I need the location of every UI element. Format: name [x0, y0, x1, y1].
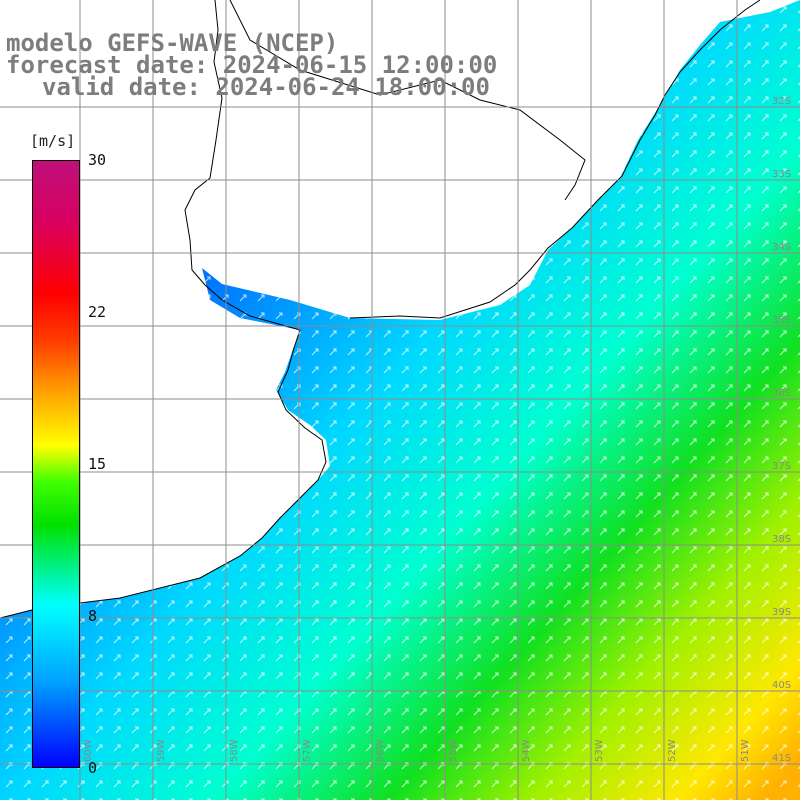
uruguay-coast: [349, 0, 761, 319]
border-line: [229, 0, 586, 201]
lat-label: 34S: [772, 242, 791, 253]
lat-label: 33S: [772, 169, 791, 180]
lon-label: 51W: [740, 739, 751, 762]
colorbar: [32, 160, 80, 768]
lat-label: 32S: [772, 96, 791, 107]
lon-label: 59W: [156, 739, 167, 762]
lon-labels: 60W 59W 58W 57W 56W 55W 54W 53W 52W 51W: [83, 739, 751, 762]
colorbar-tick: 8: [88, 607, 98, 625]
lon-label: 60W: [83, 739, 94, 762]
lat-labels: 32S 33S 34S 35S 36S 37S 38S 39S 40S 41S: [772, 96, 791, 764]
lon-label: 56W: [375, 739, 386, 762]
lon-label: 53W: [594, 739, 605, 762]
colorbar-tick: 30: [88, 151, 107, 169]
colorbar-tick: 22: [88, 303, 107, 321]
lat-label: 37S: [772, 461, 791, 472]
colorbar-tick: 15: [88, 455, 107, 473]
title-forecast-date: forecast date: 2024-06-15 12:00:00: [6, 51, 498, 79]
coastline: [0, 0, 327, 619]
lon-label: 54W: [521, 739, 532, 762]
title-valid-date: valid date: 2024-06-24 18:00:00: [42, 73, 490, 101]
colorbar-unit: [m/s]: [30, 132, 76, 150]
lon-label: 58W: [229, 739, 240, 762]
lon-label: 55W: [448, 739, 459, 762]
lat-label: 38S: [772, 534, 791, 545]
colorbar-tick: 0: [88, 759, 98, 777]
lat-label: 40S: [772, 680, 791, 691]
lon-label: 57W: [302, 739, 313, 762]
lon-label: 52W: [667, 739, 678, 762]
title-model: modelo GEFS-WAVE (NCEP): [6, 29, 339, 57]
lat-label: 35S: [772, 315, 791, 326]
lat-label: 39S: [772, 607, 791, 618]
lat-label: 36S: [772, 388, 791, 399]
lat-label: 41S: [772, 753, 791, 764]
